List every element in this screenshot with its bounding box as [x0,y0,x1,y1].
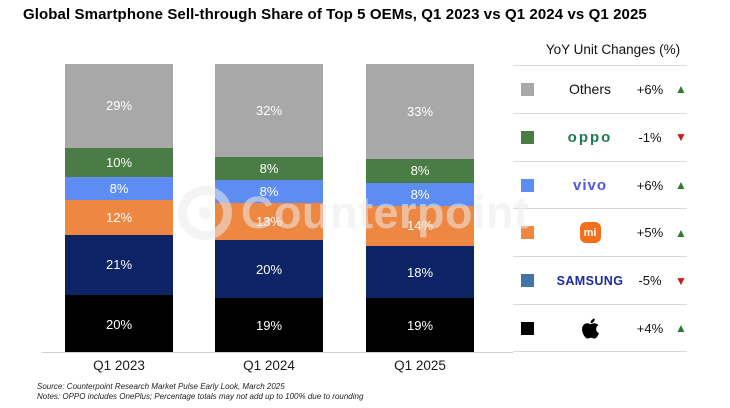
legend-row-xiaomi: mi +5% ▲ [513,208,687,256]
legend-row-samsung: SAMSUNG -5% ▼ [513,256,687,304]
segment-value-label: 14% [406,218,434,234]
bar-segment-apple: 19% [215,298,323,353]
oppo-swatch [521,130,534,144]
bar-segment-oppo: 10% [65,147,173,177]
apple-swatch [521,321,534,335]
segment-value-label: 20% [255,261,283,277]
x-axis-label: Q1 2024 [243,358,295,373]
bar-segment-apple: 19% [366,298,474,353]
samsung-logo: SAMSUNG [556,273,624,288]
bar-segment-vivo: 8% [65,176,173,200]
up-triangle-icon: ▲ [675,82,687,97]
bar-segment-vivo: 8% [215,179,323,203]
bar-segment-oppo: 8% [366,159,474,183]
apple-logo-icon [581,317,599,339]
up-triangle-icon: ▲ [675,225,687,240]
segment-value-label: 19% [406,318,434,334]
chart-title: Global Smartphone Sell-through Share of … [23,6,647,23]
stacked-bar-q1-2025: 19% 18% 14% 8% 8% 33% [366,64,474,353]
x-axis-line [42,352,513,353]
legend-row-oppo: oppo -1% ▼ [513,112,687,161]
up-triangle-icon: ▲ [675,321,687,336]
xiaomi-yoy-change: +5% [636,225,664,241]
segment-value-label: 8% [259,183,279,199]
legend-row-apple: +4% ▲ [513,304,687,352]
stacked-bar-q1-2024: 19% 20% 13% 8% 8% 32% [215,64,323,353]
down-triangle-icon: ▼ [675,273,687,288]
up-triangle-icon: ▲ [675,178,687,193]
bar-segment-samsung: 20% [215,240,323,299]
bar-segment-xiaomi: 13% [215,202,323,241]
legend-panel: YoY Unit Changes (%) Others +6% ▲ oppo -… [513,42,687,352]
legend-row-vivo: vivo +6% ▲ [513,160,687,209]
xiaomi-swatch [521,226,534,240]
legend-table: Others +6% ▲ oppo -1% ▼ vivo +6% ▲ mi +5… [513,65,687,352]
vivo-swatch [521,178,534,192]
bar-segment-apple: 20% [65,295,173,353]
bar-segment-samsung: 21% [65,234,173,296]
bar-segment-others: 33% [366,64,474,160]
segment-value-label: 21% [105,257,133,273]
others-swatch [521,82,534,96]
xiaomi-mi-logo: mi [579,222,601,244]
segment-value-label: 29% [105,98,133,114]
segment-value-label: 19% [255,318,283,334]
bar-segment-oppo: 8% [215,156,323,180]
stacked-bar-q1-2023: 20% 21% 12% 8% 10% 29% [65,64,173,353]
plot-area: 20% 21% 12% 8% 10% 29% Q1 2023 19% 20% 13% 8% 8% 32%… [0,64,513,373]
segment-value-label: 8% [109,180,129,196]
bar-segment-vivo: 8% [366,182,474,206]
others-yoy-change: +6% [636,81,664,97]
samsung-yoy-change: -5% [638,273,662,289]
x-axis-label: Q1 2025 [394,358,446,373]
apple-yoy-change: +4% [636,320,664,336]
segment-value-label: 18% [406,264,434,280]
legend-header: YoY Unit Changes (%) [545,42,681,57]
vivo-yoy-change: +6% [636,177,664,193]
segment-value-label: 13% [255,214,283,230]
bar-segment-xiaomi: 12% [65,199,173,235]
samsung-swatch [521,274,534,288]
bar-segment-others: 32% [215,64,323,157]
segment-value-label: 32% [255,102,283,118]
x-axis-label: Q1 2023 [93,358,145,373]
segment-value-label: 10% [105,154,133,170]
segment-value-label: 8% [410,186,430,202]
segment-value-label: 8% [410,163,430,179]
vivo-logo: vivo [572,176,607,194]
oppo-logo: oppo [567,128,613,146]
legend-row-others: Others +6% ▲ [513,65,687,113]
others-label: Others [568,81,611,98]
segment-value-label: 33% [406,104,434,120]
bar-segment-samsung: 18% [366,246,474,299]
segment-value-label: 8% [259,160,279,176]
bar-segment-xiaomi: 14% [366,205,474,247]
bar-segment-others: 29% [65,64,173,148]
segment-value-label: 20% [105,316,133,332]
notes-line: Notes: OPPO includes OnePlus; Percentage… [37,391,364,401]
oppo-yoy-change: -1% [638,129,662,145]
source-line: Source: Counterpoint Research Market Pul… [37,382,285,391]
footer-notes: Source: Counterpoint Research Market Pul… [37,382,363,401]
down-triangle-icon: ▼ [675,130,687,145]
segment-value-label: 12% [105,209,133,225]
